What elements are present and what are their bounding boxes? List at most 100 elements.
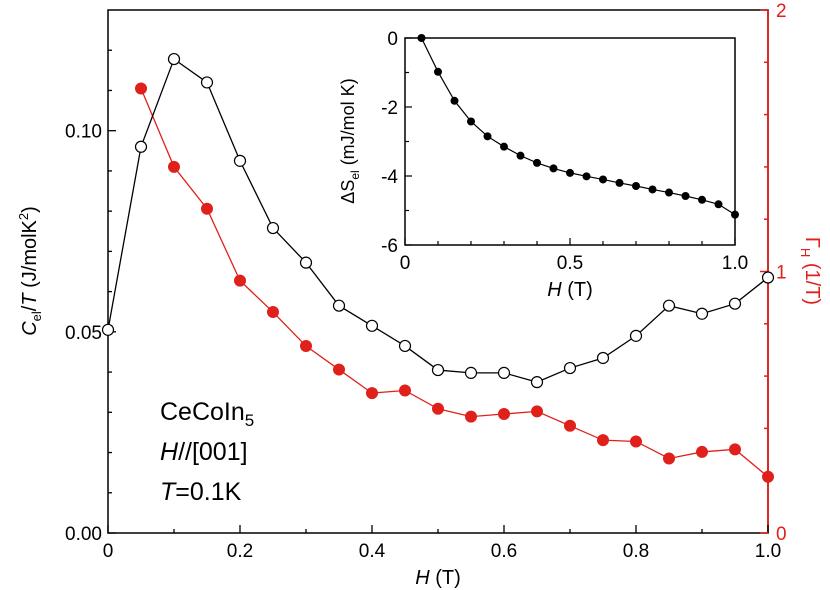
x-tick-label: 0.6: [491, 541, 517, 562]
inset-y-tick-label: -6: [381, 236, 398, 257]
gamma-h-point: [564, 419, 576, 432]
cel-over-t-point: [134, 140, 148, 153]
cel-over-t-point: [365, 319, 379, 332]
gamma-h-point: [696, 445, 708, 458]
delta-s-el-point: [599, 175, 607, 184]
cel-over-t-point: [728, 297, 742, 310]
cel-over-t-point: [497, 366, 511, 379]
gamma-h-point: [234, 274, 246, 287]
annotation-field-value: //[001]: [178, 438, 248, 466]
cel-over-t-point: [662, 299, 676, 312]
gamma-h-point: [366, 387, 378, 400]
cel-over-t-point: [530, 376, 544, 389]
gamma-h-point: [663, 452, 675, 465]
inset-y-tick-label: -4: [381, 167, 398, 188]
x-tick-label: 0: [103, 541, 114, 562]
cel-over-t-point: [167, 52, 181, 66]
main-ticks: [107, 9, 769, 534]
delta-s-el-point: [533, 158, 541, 167]
inset-plot-frame: [404, 37, 736, 246]
annotation-compound: CeCoIn5: [160, 398, 254, 431]
series-gamma-h: [135, 82, 774, 483]
right-y-tick-label: 1: [776, 263, 787, 284]
left-y-tick-label: 0.00: [65, 524, 102, 545]
annotation-compound-subscript: 5: [244, 411, 255, 430]
delta-s-el-point: [714, 200, 723, 209]
gamma-h-point: [630, 435, 642, 448]
cel-over-t-point: [200, 76, 214, 89]
gamma-h-point: [531, 405, 543, 418]
gamma-h-point: [465, 410, 477, 423]
series-delta-s-el: [417, 34, 739, 219]
annotation-temperature: T=0.1K: [160, 478, 241, 507]
delta-s-el-point: [483, 132, 492, 141]
cel-over-t-point: [563, 361, 577, 375]
cel-over-t-point: [266, 221, 280, 235]
left-y-tick-label: 0.10: [65, 122, 102, 143]
delta-s-el-point: [648, 185, 657, 194]
inset-tick-labels: 0 0.5 1.0 0 -2 -4 -6: [381, 29, 748, 274]
gamma-h-point: [729, 443, 741, 456]
gamma-h-point: [201, 202, 213, 215]
gamma-h-point: [498, 408, 510, 421]
inset-y-axis-label: ΔSel (mJ/mol K): [338, 78, 362, 203]
cel-over-t-point: [233, 154, 247, 167]
inset-x-axis-label: H (T): [547, 279, 593, 301]
gamma-h-line: [140, 88, 769, 478]
main-tick-labels: 0 0.2 0.4 0.6 0.8 1.0 0.00 0.05 0.10 0 1 2: [65, 1, 787, 562]
annotation-field-direction: H//[001]: [160, 438, 248, 467]
x-tick-label: 0.8: [623, 541, 649, 562]
cel-over-t-point: [761, 271, 775, 284]
delta-s-el-point: [731, 210, 739, 219]
delta-s-el-point: [516, 151, 525, 160]
delta-s-el-point: [582, 172, 591, 181]
delta-s-el-point: [450, 96, 459, 105]
delta-s-el-point: [615, 178, 624, 187]
x-tick-label: 0.4: [359, 541, 386, 562]
delta-s-el-point: [467, 117, 475, 126]
annotation-compound-main: CeCoIn: [160, 398, 245, 426]
gamma-h-point: [597, 434, 609, 447]
delta-s-el-point: [665, 188, 673, 197]
delta-s-el-point: [698, 195, 706, 204]
cel-over-t-point: [431, 363, 445, 377]
inset-x-tick-label: 1.0: [722, 253, 748, 274]
delta-s-el-point: [681, 192, 690, 201]
gamma-h-point: [267, 306, 279, 319]
x-tick-label: 0.2: [227, 541, 253, 562]
gamma-h-point: [168, 160, 180, 173]
gamma-h-point: [135, 82, 147, 95]
gamma-h-point: [399, 384, 411, 397]
x-tick-label: 1.0: [755, 541, 781, 562]
main-x-axis-label: H (T): [415, 567, 461, 589]
cel-over-t-point: [101, 323, 115, 336]
cel-over-t-point: [398, 339, 412, 353]
cel-over-t-point: [332, 299, 346, 312]
annotation-temperature-symbol: T: [160, 478, 176, 506]
gamma-h-point: [333, 363, 345, 376]
delta-s-el-point: [549, 164, 558, 173]
inset-ticks: [404, 37, 736, 246]
series-cel-over-t: [101, 52, 775, 389]
annotation-field-symbol: H: [160, 438, 179, 466]
inset-x-tick-label: 0.5: [557, 253, 583, 274]
inset-y-tick-label: -2: [381, 98, 398, 119]
gamma-h-point: [300, 340, 312, 353]
cel-over-t-point: [464, 366, 478, 379]
gamma-h-point: [432, 402, 444, 415]
cel-over-t-point: [596, 351, 610, 365]
right-y-axis-label: ΓH (1/T): [798, 237, 823, 305]
cel-over-t-point: [299, 256, 313, 269]
delta-s-el-point: [566, 168, 574, 177]
left-y-tick-label: 0.05: [65, 323, 102, 344]
inset-y-tick-label: 0: [387, 29, 398, 50]
left-y-axis-label: Cel/T (J/molK2): [16, 206, 44, 336]
annotation-temperature-value: =0.1K: [175, 478, 242, 506]
right-y-tick-label: 0: [776, 524, 787, 545]
delta-s-el-point: [500, 142, 508, 151]
delta-s-el-point: [632, 182, 640, 191]
cel-over-t-point: [629, 329, 643, 342]
delta-s-el-point: [434, 67, 442, 76]
cel-over-t-point: [695, 307, 709, 320]
